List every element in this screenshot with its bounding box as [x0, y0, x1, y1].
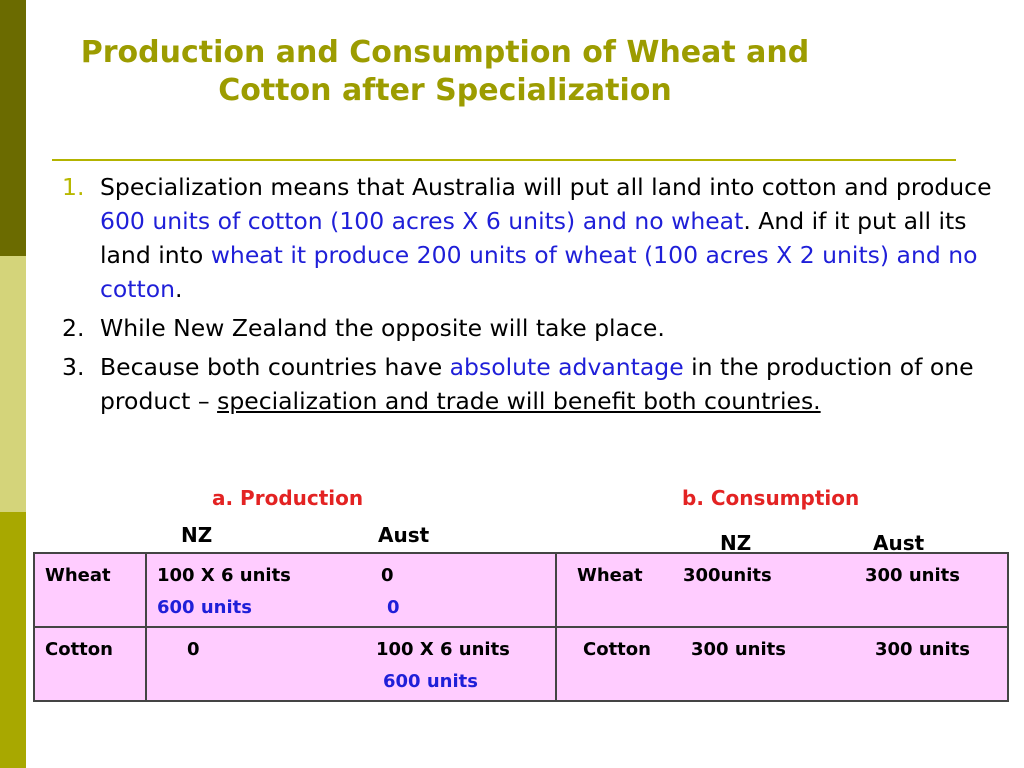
point-text: While New Zealand the opposite will take… [100, 314, 665, 342]
slide-title: Production and Consumption of Wheat and … [80, 35, 810, 108]
row-label: Wheat [45, 565, 111, 586]
point-3: 3. Because both countries have absolute … [62, 350, 1012, 418]
production-nz-label: NZ [181, 523, 213, 547]
consumption-cell: Cotton 300 units 300 units [555, 626, 1009, 702]
nz-production: 100 X 6 units [157, 565, 291, 586]
point-text: . And if it put all its land into [100, 207, 967, 269]
highlight-text: absolute advantage [449, 353, 684, 381]
production-aust-label: Aust [378, 523, 430, 547]
consumption-nz-label: NZ [720, 531, 752, 555]
point-text: Because both countries have [100, 353, 450, 381]
point-text: . [175, 275, 183, 303]
aust-production-result: 600 units [383, 671, 478, 692]
side-bar-dark [0, 0, 26, 256]
table-row: Wheat 100 X 6 units 0 600 units 0 Wheat … [33, 552, 1009, 628]
point-number: 1. [62, 173, 85, 201]
row-label: Cotton [45, 639, 113, 660]
nz-production-result: 600 units [157, 597, 252, 618]
nz-production: 0 [187, 639, 200, 660]
point-1: 1. Specialization means that Australia w… [62, 170, 1012, 306]
row-label-cell: Wheat [33, 552, 147, 628]
aust-production: 100 X 6 units [376, 639, 510, 660]
side-bar-light [0, 256, 26, 512]
aust-consumption: 300 units [865, 565, 960, 586]
side-bar-mid [0, 512, 26, 768]
point-number: 3. [62, 353, 85, 381]
production-cell: 0 100 X 6 units 600 units [145, 626, 557, 702]
highlight-text: wheat it produce 200 units of wheat (100… [100, 241, 978, 303]
consumption-label: Cotton [583, 639, 651, 660]
consumption-heading: b. Consumption [682, 486, 860, 510]
aust-consumption: 300 units [875, 639, 970, 660]
nz-consumption: 300 units [691, 639, 786, 660]
nz-consumption: 300units [683, 565, 772, 586]
table-row: Cotton 0 100 X 6 units 600 units Cotton … [33, 626, 1009, 702]
point-text: Specialization means that Australia will… [100, 173, 992, 201]
point-text: in the production of one product – [100, 353, 974, 415]
aust-production: 0 [381, 565, 394, 586]
consumption-cell: Wheat 300units 300 units [555, 552, 1009, 628]
highlight-text: 600 units of cotton (100 acres X 6 units… [100, 207, 744, 235]
point-2: 2. While New Zealand the opposite will t… [62, 311, 1012, 345]
production-cell: 100 X 6 units 0 600 units 0 [145, 552, 557, 628]
aust-production-result: 0 [387, 597, 400, 618]
title-divider [52, 159, 956, 161]
production-heading: a. Production [212, 486, 364, 510]
consumption-label: Wheat [577, 565, 643, 586]
bullet-list: 1. Specialization means that Australia w… [62, 170, 1012, 423]
underlined-text: specialization and trade will benefit bo… [217, 387, 821, 415]
comparison-table: Wheat 100 X 6 units 0 600 units 0 Wheat … [33, 552, 1009, 702]
consumption-aust-label: Aust [873, 531, 925, 555]
row-label-cell: Cotton [33, 626, 147, 702]
point-number: 2. [62, 314, 85, 342]
